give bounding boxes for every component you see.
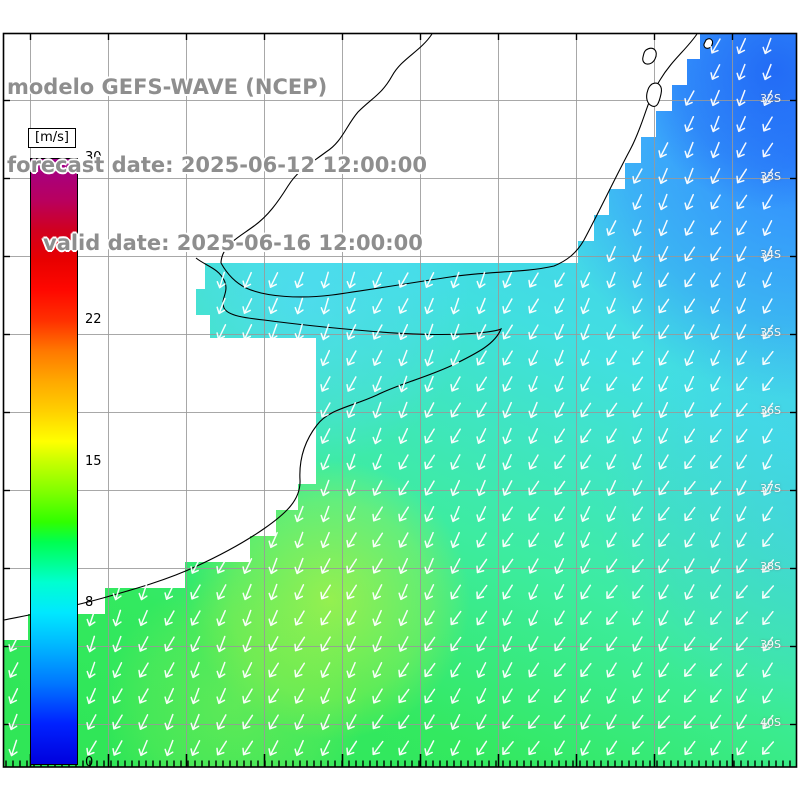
coastal-islet (703, 38, 714, 49)
title-block: modelo GEFS-WAVE (NCEP) forecast date: 2… (7, 22, 427, 308)
coastline-atlantic (220, 33, 698, 298)
coastline-river-meander (220, 33, 433, 264)
colorbar-tick-15: 15 (85, 454, 102, 469)
forecast-date-label: forecast date: 2025-06-12 12:00:00 (7, 153, 427, 177)
lat-label: 32S (760, 92, 781, 105)
lat-label: 38S (760, 560, 781, 573)
lat-label: 36S (760, 404, 781, 417)
colorbar-tick-22: 22 (85, 312, 102, 327)
model-title: modelo GEFS-WAVE (NCEP) (7, 75, 328, 99)
colorbar-tick-30: 30 (85, 150, 102, 165)
map-frame (2, 32, 798, 768)
coastal-lagoon (646, 82, 662, 107)
lat-label: 39S (760, 638, 781, 651)
coastline-south-shore (3, 257, 503, 621)
coastal-lagoon (642, 47, 657, 65)
lat-label: 40S (760, 716, 781, 729)
lat-label: 34S (760, 248, 781, 261)
lat-label: 33S (760, 170, 781, 183)
coastline (3, 33, 714, 621)
lat-label: 37S (760, 482, 781, 495)
lat-label: 35S (760, 326, 781, 339)
colorbar-tick-8: 8 (85, 595, 94, 610)
colorbar-unit-label: [m/s] (28, 128, 76, 148)
colorbar (30, 158, 78, 765)
valid-date-label: valid date: 2025-06-16 12:00:00 (43, 231, 423, 255)
colorbar-tick-0: 0 (85, 755, 94, 770)
